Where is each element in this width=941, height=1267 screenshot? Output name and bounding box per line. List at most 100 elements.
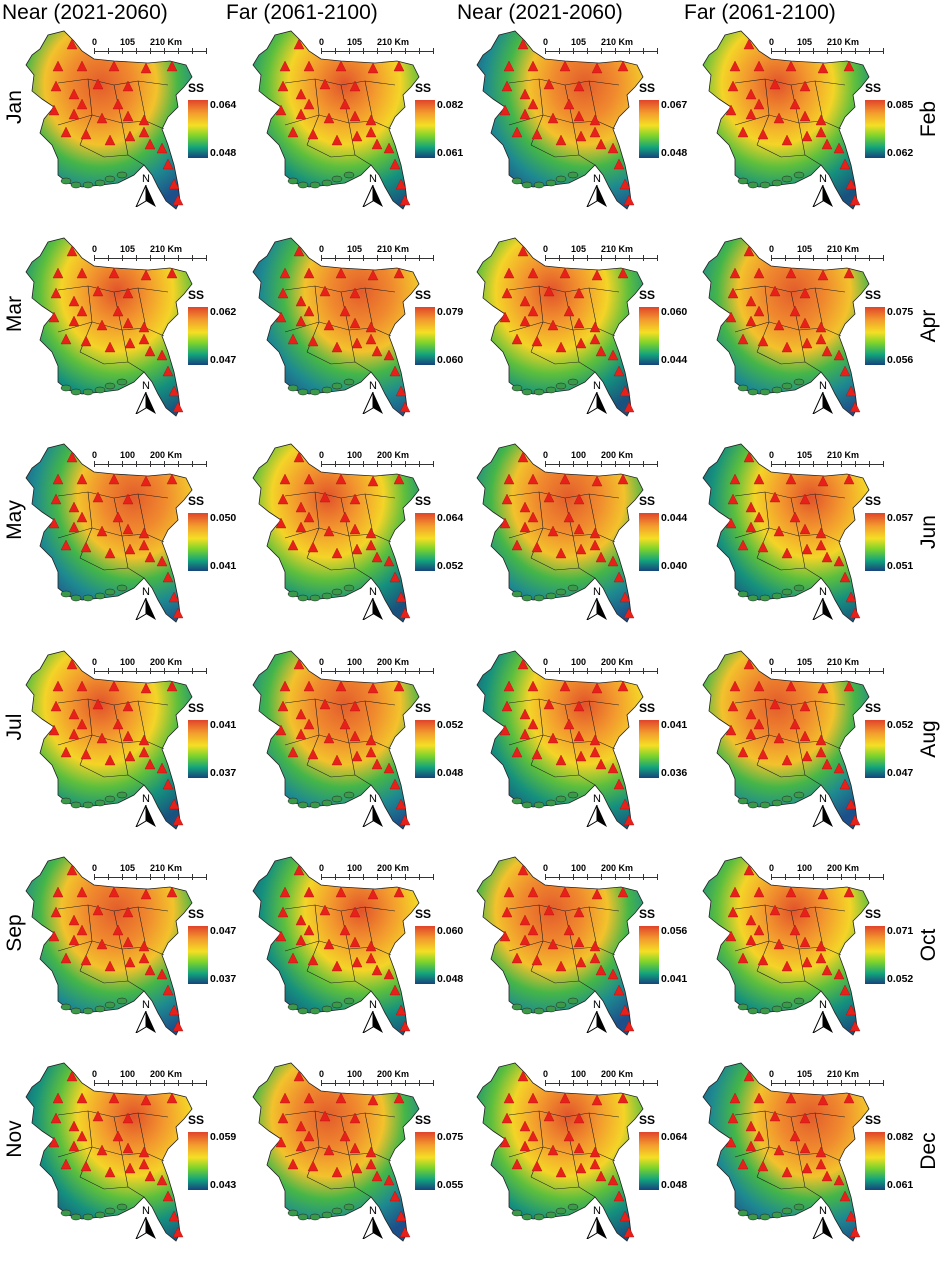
station-marker: [349, 287, 361, 299]
station-marker: [737, 1158, 749, 1170]
island: [567, 1203, 579, 1211]
station-marker: [331, 1166, 343, 1178]
station-marker: [589, 734, 601, 746]
station-marker: [607, 555, 619, 567]
scale-label: 105: [797, 657, 813, 667]
station-marker: [555, 754, 567, 766]
island: [521, 1007, 533, 1015]
scale-tick: [178, 48, 179, 54]
station-marker: [573, 700, 585, 712]
island: [287, 1209, 299, 1217]
station-marker: [573, 287, 585, 299]
island: [747, 1007, 759, 1015]
map-panel: 0 105 210 Km SS 0.047 0.037 N: [18, 851, 240, 1061]
division-boundary: [79, 351, 145, 373]
station-marker: [613, 778, 625, 790]
station-marker: [769, 78, 781, 90]
scale-tick: [841, 1080, 842, 1086]
station-marker: [519, 1120, 531, 1132]
scale-label: 210 Km: [601, 244, 634, 254]
north-arrow-icon: [811, 1216, 833, 1241]
station-marker: [531, 748, 543, 760]
station-marker: [319, 1110, 331, 1122]
scale-tick: [108, 461, 109, 467]
island: [545, 592, 557, 600]
station-marker: [543, 904, 555, 916]
station-marker: [48, 930, 60, 942]
scale-label: 105: [120, 244, 136, 254]
north-label: N: [819, 173, 827, 185]
north-arrow-icon: [811, 391, 833, 416]
station-marker: [319, 491, 331, 503]
island: [94, 592, 106, 600]
station-marker: [303, 718, 315, 730]
station-marker: [96, 112, 108, 124]
map-panel: 0 100 200 Km SS 0.041 0.036 N: [469, 645, 691, 855]
map-svg: [252, 443, 420, 623]
scale-tick: [136, 668, 137, 674]
island: [511, 384, 523, 392]
station-marker: [743, 38, 755, 50]
map-panel: 0 100 200 Km SS 0.044 0.040 N: [469, 438, 691, 648]
station-marker: [112, 924, 124, 936]
station-marker: [753, 886, 765, 898]
station-marker: [68, 295, 80, 307]
map-svg: [25, 650, 193, 830]
station-marker: [573, 936, 585, 948]
island: [331, 588, 343, 596]
station-marker: [617, 680, 629, 692]
island: [321, 799, 333, 807]
color-bar: [415, 100, 435, 158]
island: [94, 1005, 106, 1013]
scale-tick: [629, 255, 630, 261]
map-panel: 0 100 200 Km SS 0.064 0.052 N: [245, 438, 467, 648]
scale-tick: [349, 255, 350, 261]
station-marker: [68, 914, 80, 926]
country-map: [252, 856, 420, 1036]
station-marker: [839, 1190, 851, 1202]
station-marker: [737, 333, 749, 345]
station-marker: [501, 700, 513, 712]
scale-tick: [419, 874, 420, 880]
station-marker: [845, 178, 857, 190]
station-marker: [833, 762, 845, 774]
station-marker: [727, 1112, 739, 1124]
scale-label: 200 Km: [150, 450, 183, 460]
map-panel: 0 100 200 Km SS 0.071 0.052 N: [695, 851, 917, 1061]
station-marker: [745, 295, 757, 307]
station-marker: [156, 142, 168, 154]
station-marker: [817, 1094, 829, 1106]
scale-tick: [601, 461, 602, 467]
station-marker: [104, 754, 116, 766]
station-marker: [727, 700, 739, 712]
scale-tick: [883, 874, 884, 880]
scale-tick: [192, 874, 193, 880]
station-marker: [815, 952, 827, 964]
north-label: N: [593, 1205, 601, 1217]
station-marker: [727, 287, 739, 299]
column-header: Near (2021-2060): [457, 1, 623, 24]
station-marker: [162, 571, 174, 583]
island: [82, 801, 94, 809]
legend-max-value: 0.082: [437, 99, 464, 111]
scale-tick: [136, 1080, 137, 1086]
country-map: [702, 650, 870, 830]
station-marker: [277, 287, 289, 299]
station-marker: [124, 956, 136, 968]
station-marker: [279, 473, 291, 485]
scale-bar: 0 105 210 Km: [769, 1069, 889, 1091]
station-marker: [275, 517, 287, 529]
station-marker: [499, 104, 511, 116]
map-svg: [476, 30, 644, 210]
station-marker: [66, 658, 78, 670]
map-svg: [25, 443, 193, 623]
north-arrow-icon: [585, 184, 607, 209]
station-marker: [753, 305, 765, 317]
station-marker: [503, 473, 515, 485]
scale-tick: [122, 461, 123, 467]
country-map: [25, 443, 193, 623]
scale-tick: [785, 48, 786, 54]
legend-title: SS: [639, 701, 656, 715]
station-marker: [839, 571, 851, 583]
station-marker: [729, 60, 741, 72]
